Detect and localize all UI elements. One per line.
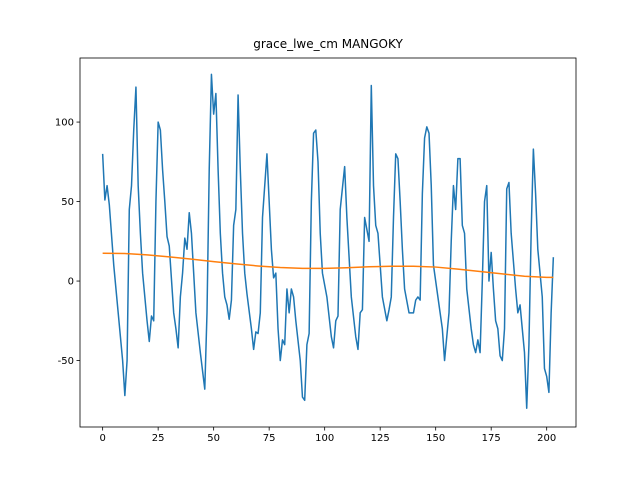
x-tick-label: 150 bbox=[426, 433, 445, 444]
y-tick-label: 50 bbox=[61, 197, 74, 208]
plot-frame bbox=[79, 57, 577, 428]
x-tick-label: 50 bbox=[207, 433, 220, 444]
chart-title: grace_lwe_cm MANGOKY bbox=[253, 37, 403, 51]
y-tick-label: -50 bbox=[58, 356, 74, 367]
x-tick-label: 0 bbox=[99, 433, 105, 444]
line-series bbox=[102, 252, 554, 279]
x-tick-label: 200 bbox=[537, 433, 556, 444]
line-series bbox=[101, 73, 555, 409]
x-tick-label: 75 bbox=[263, 433, 276, 444]
x-tick-label: 100 bbox=[315, 433, 334, 444]
x-tick-label: 175 bbox=[482, 433, 501, 444]
x-tick-label: 125 bbox=[371, 433, 390, 444]
y-tick-label: 100 bbox=[55, 118, 74, 129]
y-tick-label: 0 bbox=[68, 277, 74, 288]
x-tick-label: 25 bbox=[152, 433, 165, 444]
